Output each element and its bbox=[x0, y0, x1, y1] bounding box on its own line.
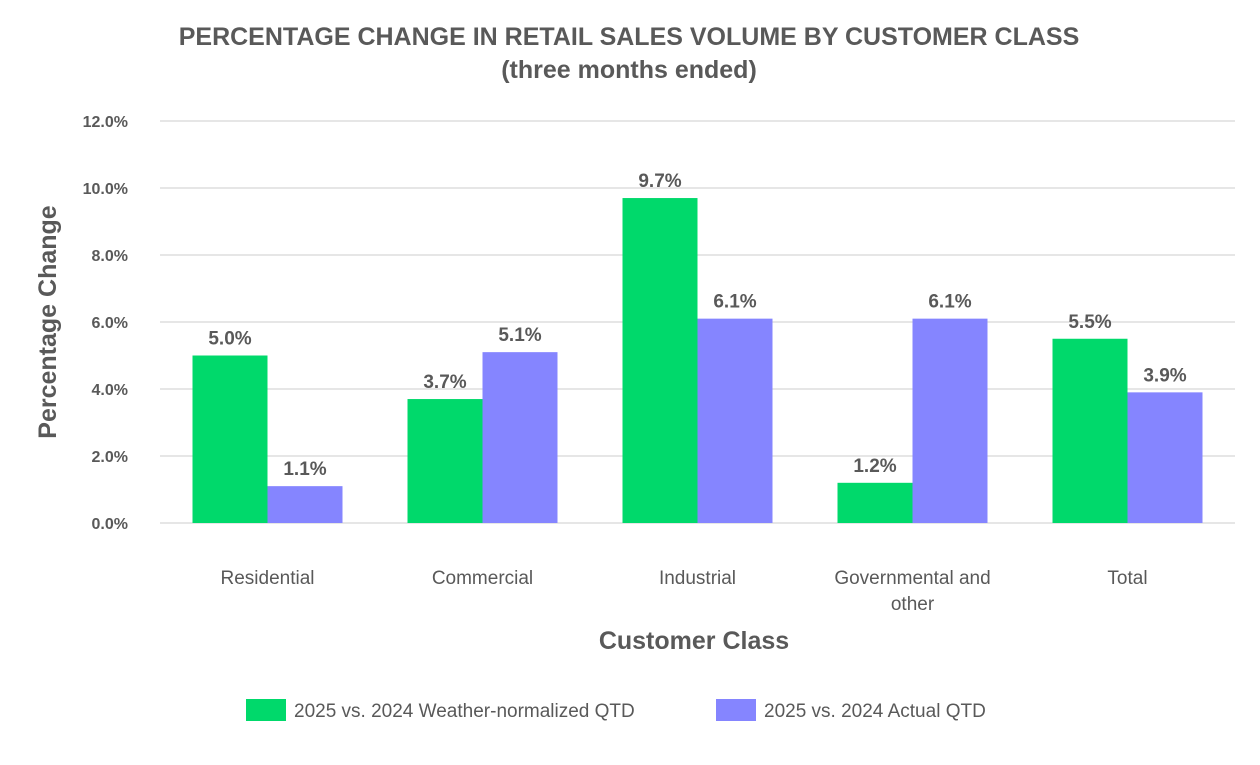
legend-swatch bbox=[246, 699, 286, 721]
bar bbox=[1127, 392, 1203, 523]
data-label: 5.5% bbox=[1068, 312, 1111, 333]
data-label: 5.1% bbox=[498, 325, 541, 346]
y-tick-label: 4.0% bbox=[92, 382, 128, 399]
x-tick-label: Industrial bbox=[659, 568, 736, 589]
legend-label: 2025 vs. 2024 Actual QTD bbox=[764, 701, 986, 722]
x-tick-label: Commercial bbox=[432, 568, 533, 589]
bar bbox=[697, 318, 773, 523]
bar bbox=[912, 318, 988, 523]
data-label: 3.9% bbox=[1143, 365, 1186, 386]
x-tick-label: Total bbox=[1107, 568, 1147, 589]
y-tick-label: 8.0% bbox=[92, 248, 128, 265]
data-label: 5.0% bbox=[208, 329, 251, 350]
y-tick-label: 12.0% bbox=[83, 114, 128, 131]
x-tick-label: Governmental and bbox=[834, 568, 990, 589]
data-label: 3.7% bbox=[423, 372, 466, 393]
bar bbox=[407, 399, 483, 523]
bar bbox=[1052, 338, 1128, 523]
bar bbox=[482, 352, 558, 523]
legend-label: 2025 vs. 2024 Weather-normalized QTD bbox=[294, 701, 635, 722]
legend-swatch bbox=[716, 699, 756, 721]
data-label: 6.1% bbox=[713, 292, 756, 313]
bar bbox=[192, 355, 268, 523]
x-axis-ticks: Residential Commercial Industrial Governmen… bbox=[221, 568, 1148, 615]
y-tick-label: 6.0% bbox=[92, 315, 128, 332]
legend-item: 2025 vs. 2024 Weather-normalized QTD bbox=[246, 699, 635, 722]
x-axis-title: Customer Class bbox=[599, 627, 789, 655]
bar bbox=[267, 486, 343, 523]
y-axis-title: Percentage Change bbox=[34, 205, 62, 439]
x-tick-label: Residential bbox=[221, 568, 315, 589]
y-tick-label: 10.0% bbox=[83, 181, 128, 198]
y-axis-ticks: 0.0% 2.0% 4.0% 6.0% 8.0% 10.0% 12.0% bbox=[83, 114, 128, 533]
data-label: 9.7% bbox=[638, 171, 681, 192]
bar bbox=[837, 482, 913, 523]
data-labels: 5.0% 1.1% 3.7% 5.1% 9.7% 6.1% 1.2% 6.1% 5.5% 3.9% bbox=[208, 171, 1186, 480]
chart-title: PERCENTAGE CHANGE IN RETAIL SALES VOLUME… bbox=[179, 23, 1080, 51]
data-label: 6.1% bbox=[928, 292, 971, 313]
legend: 2025 vs. 2024 Weather-normalized QTD 2025… bbox=[246, 699, 986, 722]
bars bbox=[192, 198, 1203, 524]
chart-subtitle: (three months ended) bbox=[501, 56, 757, 84]
data-label: 1.1% bbox=[283, 459, 326, 480]
bar bbox=[622, 198, 698, 524]
y-tick-label: 0.0% bbox=[92, 516, 128, 533]
x-tick-label: other bbox=[891, 594, 935, 615]
legend-item: 2025 vs. 2024 Actual QTD bbox=[716, 699, 986, 722]
data-label: 1.2% bbox=[853, 456, 896, 477]
y-tick-label: 2.0% bbox=[92, 449, 128, 466]
